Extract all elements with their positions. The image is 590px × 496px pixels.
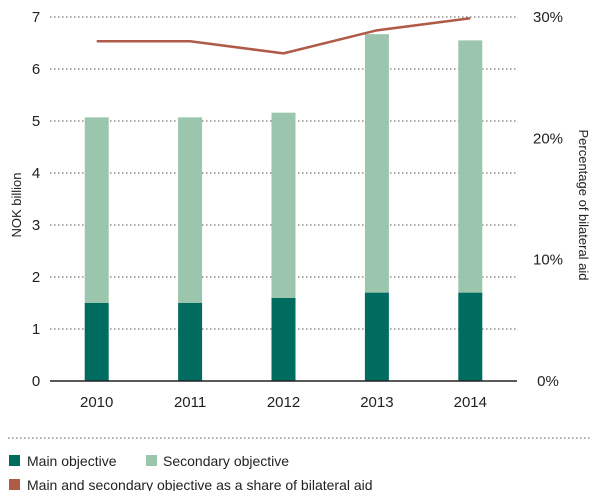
x-tick-label: 2010 [80, 394, 113, 411]
bar-main-objective [178, 303, 203, 381]
legend-swatch-secondary [146, 455, 157, 466]
legend-swatch-main [9, 455, 20, 466]
legend-label-main: Main objective [27, 453, 117, 469]
x-tick-label: 2012 [267, 394, 300, 411]
x-tick-label: 2011 [174, 394, 206, 411]
line-share-of-bilateral-aid [96, 16, 471, 55]
bar-secondary-objective [271, 112, 296, 298]
y-tick-label-left: 4 [32, 165, 40, 182]
y-tick-label-left: 7 [32, 9, 40, 26]
bar-secondary-objective [178, 117, 203, 303]
y-tick-label-left: 6 [32, 61, 40, 78]
bars [84, 34, 483, 381]
bar-secondary-objective [458, 40, 483, 293]
y-tick-label-left: 1 [32, 321, 40, 338]
bar-main-objective [84, 303, 109, 381]
x-tick-label: 2013 [360, 394, 393, 411]
y-tick-label-left: 0 [32, 373, 40, 390]
bar-secondary-objective [364, 34, 389, 293]
share-line [96, 16, 471, 55]
x-tick-label: 2014 [454, 394, 487, 411]
y-tick-label-right: 0% [537, 373, 559, 390]
y-tick-label-right: 10% [533, 252, 563, 269]
y-tick-label-left: 2 [32, 269, 40, 286]
legend: Main objective Secondary objective Main … [9, 453, 373, 493]
axes: 0 1 2 3 4 5 6 7 0% 10% 20% 30% 2010 2011 2012 2013 2014 [32, 9, 563, 411]
bar-secondary-objective [84, 117, 109, 303]
y-tick-label-right: 20% [533, 130, 563, 147]
y-tick-label-right: 30% [533, 9, 563, 26]
legend-label-share: Main and secondary objective as a share … [27, 477, 373, 491]
legend-swatch-share [9, 479, 20, 490]
bar-main-objective [458, 292, 483, 381]
y-tick-label-left: 3 [32, 217, 40, 234]
y-tick-label-left: 5 [32, 113, 40, 130]
bar-main-objective [271, 297, 296, 381]
bar-main-objective [364, 292, 389, 381]
legend-label-secondary: Secondary objective [163, 453, 289, 469]
y-axis-title-right: Percentage of bilateral aid [576, 129, 590, 280]
y-axis-title-left: NOK billion [9, 172, 24, 237]
